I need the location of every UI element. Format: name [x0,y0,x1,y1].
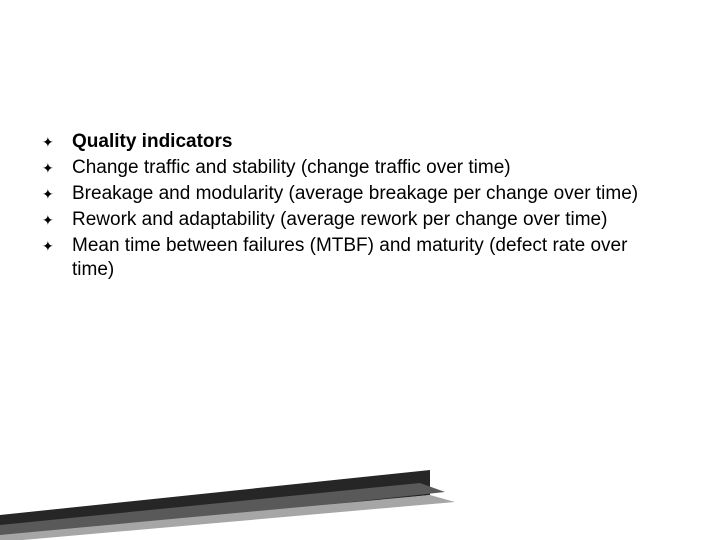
bullet-icon: ✦ [40,208,72,232]
bullet-icon: ✦ [40,130,72,154]
bullet-text: Change traffic and stability (change tra… [72,156,640,180]
list-item: ✦ Mean time between failures (MTBF) and … [40,234,640,282]
decorative-wedge [0,420,720,540]
bullet-icon: ✦ [40,234,72,258]
bullet-text: Breakage and modularity (average breakag… [72,182,640,206]
list-item: ✦ Breakage and modularity (average break… [40,182,640,206]
list-item: ✦ Change traffic and stability (change t… [40,156,640,180]
bullet-text: Quality indicators [72,130,640,154]
bullet-list: ✦ Quality indicators ✦ Change traffic an… [40,130,640,284]
wedge-mid [0,483,445,540]
wedge-light [0,495,455,540]
bullet-text: Rework and adaptability (average rework … [72,208,640,232]
bullet-text: Mean time between failures (MTBF) and ma… [72,234,640,282]
list-item: ✦ Rework and adaptability (average rewor… [40,208,640,232]
wedge-dark [0,470,430,540]
bullet-icon: ✦ [40,182,72,206]
list-item: ✦ Quality indicators [40,130,640,154]
bullet-icon: ✦ [40,156,72,180]
